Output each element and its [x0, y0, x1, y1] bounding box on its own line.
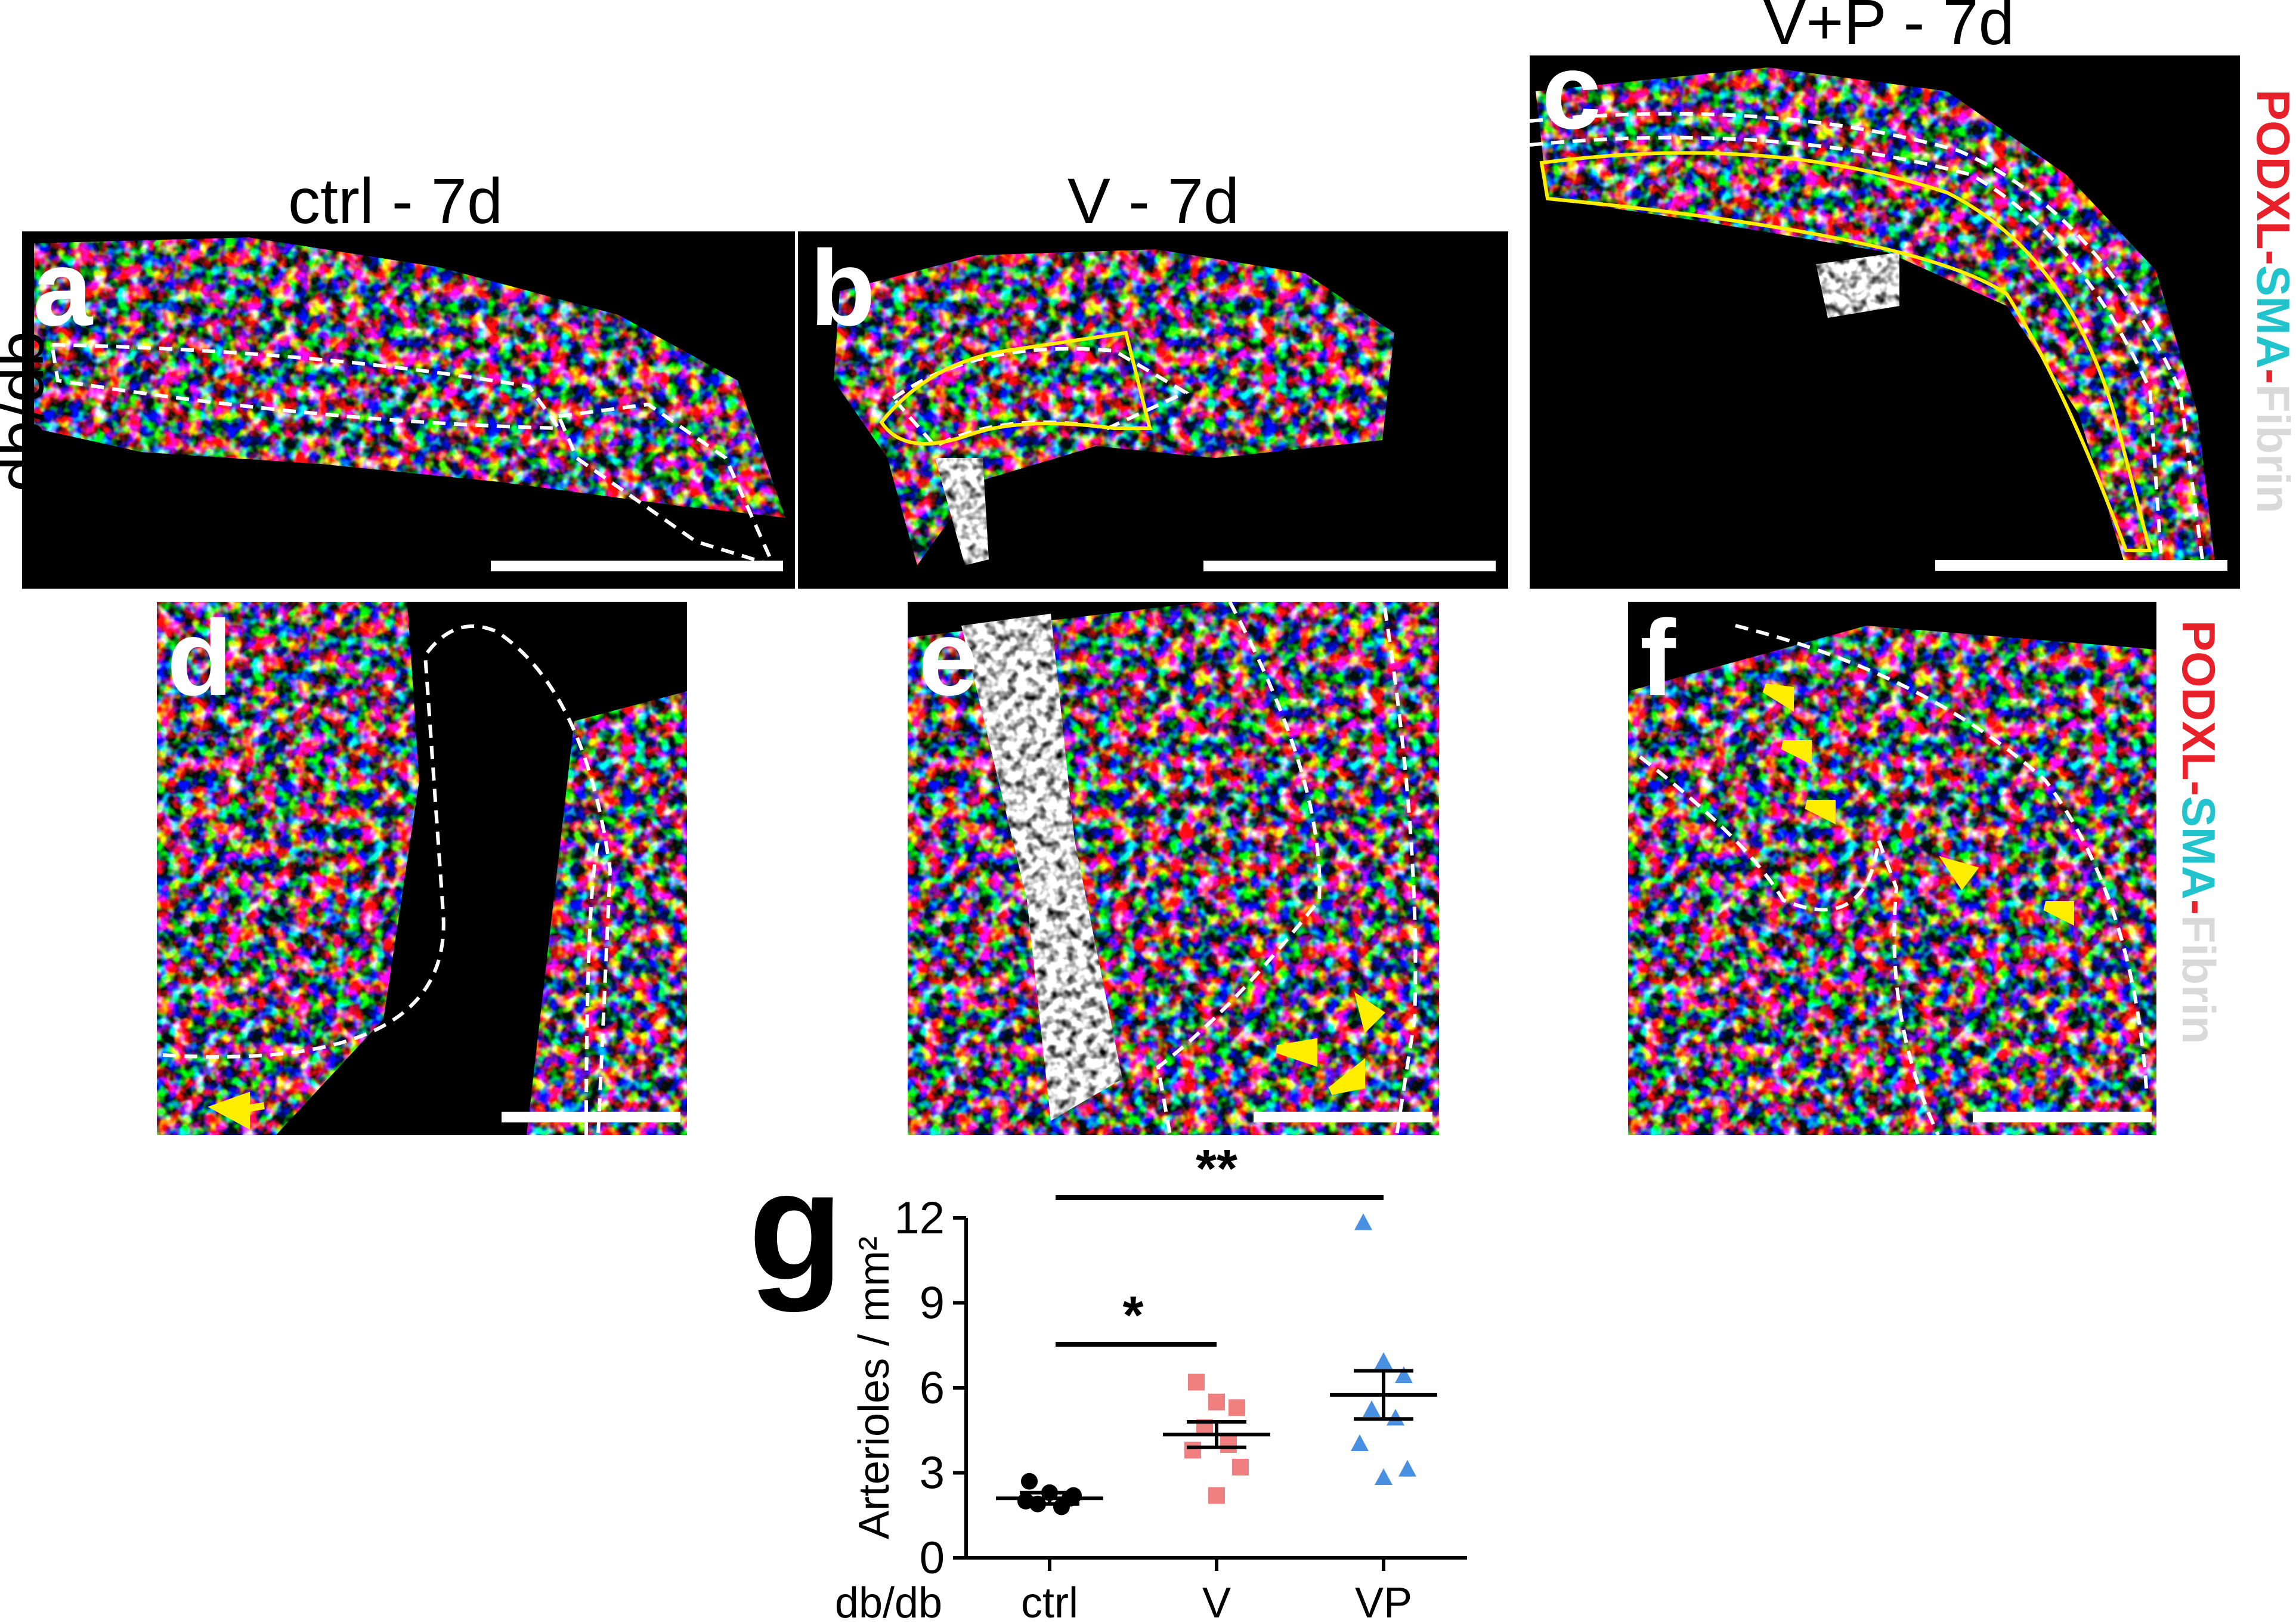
legend-separator: - [2247, 369, 2296, 384]
point [1395, 1366, 1413, 1383]
y-axis-label: Arterioles / mm² [850, 1236, 898, 1539]
arrows [1276, 992, 1385, 1095]
panel-letter: f [1640, 598, 1676, 718]
sem-bar [1354, 1369, 1413, 1421]
point [1375, 1352, 1393, 1369]
stain-legend: PODXL-SMA-Fibrin [2173, 620, 2225, 1044]
panel-letter: c [1542, 32, 1601, 151]
panel-title: ctrl - 7d [288, 165, 503, 237]
outline [162, 624, 612, 1136]
y-tick-label: 0 [920, 1533, 945, 1583]
legend-item: SMA [2247, 265, 2296, 369]
point [1363, 1400, 1381, 1417]
row-label: db/db [0, 331, 57, 492]
legend-item: Fibrin [2173, 915, 2225, 1044]
panel-title: V - 7d [1067, 165, 1239, 237]
point [1017, 1493, 1034, 1509]
fibrin [935, 458, 989, 565]
point [1188, 1374, 1205, 1391]
point [1232, 1459, 1249, 1475]
micrograph-a [22, 231, 795, 589]
scale-bar [1973, 1112, 2152, 1122]
panel-title: V+P - 7d [1763, 0, 2014, 58]
fibrin [1816, 252, 1899, 318]
panel-letter: d [167, 598, 233, 718]
x-tick-label: ctrl [1021, 1579, 1078, 1624]
tissue [1628, 626, 2156, 1135]
y-tick-label: 6 [920, 1363, 945, 1413]
point [1065, 1487, 1082, 1504]
outline [1639, 624, 2149, 1136]
arrow [208, 1091, 265, 1130]
x-tick-label: VP [1355, 1579, 1412, 1624]
tissue [834, 249, 1394, 565]
scale-bar [491, 561, 783, 571]
arrows [1762, 683, 2074, 926]
point [1184, 1442, 1201, 1459]
micrograph-f [1628, 602, 2156, 1136]
legend-separator: - [2173, 781, 2225, 796]
sem-bar [1020, 1490, 1079, 1506]
tissue [1536, 67, 2215, 568]
scale-bar [1203, 561, 1496, 571]
legend-item: SMA [2173, 796, 2225, 899]
legend-item: PODXL [2173, 620, 2225, 781]
micrograph-c [1529, 55, 2240, 589]
panel-letter: a [33, 228, 94, 348]
significance-label: ** [1196, 1139, 1237, 1199]
tissue [157, 602, 687, 1135]
yellow-outline [1539, 151, 2152, 552]
panel-letter: e [918, 598, 978, 718]
scale-bar [502, 1112, 680, 1122]
micrograph-d [157, 602, 687, 1136]
x-tick-label: V [1202, 1579, 1231, 1624]
outline [1529, 112, 2205, 569]
stain-legend: PODXL-SMA-Fibrin [2247, 89, 2296, 514]
point [1398, 1459, 1416, 1477]
x-axis-label: db/db [835, 1579, 942, 1624]
legend-item: PODXL [2247, 89, 2296, 250]
legend-item: Fibrin [2247, 384, 2296, 514]
point [1208, 1393, 1225, 1410]
scale-bar [1935, 560, 2227, 571]
yellow-outline [879, 330, 1152, 446]
sem-bar [1187, 1420, 1246, 1449]
y-tick-label: 3 [920, 1448, 945, 1499]
outline [1156, 601, 1418, 1136]
point [1354, 1213, 1372, 1230]
micrograph-b [798, 231, 1508, 589]
point [1229, 1399, 1245, 1416]
panel-letter: g [748, 1140, 843, 1313]
point [1351, 1434, 1369, 1451]
point [1220, 1436, 1237, 1453]
micrograph-e [908, 601, 1439, 1136]
legend-separator: - [2247, 250, 2296, 265]
significance-label: * [1122, 1286, 1143, 1345]
y-tick-label: 12 [894, 1193, 945, 1243]
scale-bar [1254, 1112, 1432, 1122]
legend-text: PODXL-SMA-Fibrin [2247, 89, 2296, 514]
legend-separator: - [2173, 899, 2225, 915]
point [1208, 1487, 1225, 1504]
legend-text: PODXL-SMA-Fibrin [2173, 620, 2225, 1044]
fibrin [961, 614, 1122, 1121]
point [1375, 1468, 1393, 1485]
tissue [34, 237, 785, 518]
y-tick-label: 9 [920, 1278, 945, 1329]
panel-letter: b [810, 228, 875, 348]
point [1021, 1473, 1038, 1490]
